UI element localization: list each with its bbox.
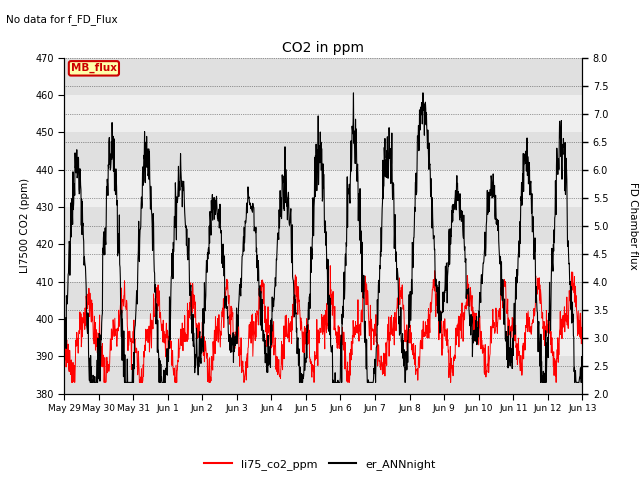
Text: No data for f_FD_Flux: No data for f_FD_Flux: [6, 14, 118, 25]
Bar: [64, 169, 582, 207]
Bar: [64, 58, 582, 95]
Text: MB_flux: MB_flux: [71, 63, 117, 73]
Bar: [64, 207, 582, 244]
Bar: [64, 95, 582, 132]
Y-axis label: FD Chamber flux: FD Chamber flux: [628, 182, 638, 269]
Bar: [64, 132, 582, 169]
Y-axis label: LI7500 CO2 (ppm): LI7500 CO2 (ppm): [20, 178, 29, 273]
Bar: [64, 282, 582, 319]
Legend: li75_co2_ppm, er_ANNnight: li75_co2_ppm, er_ANNnight: [200, 455, 440, 474]
Bar: [64, 319, 582, 356]
Title: CO2 in ppm: CO2 in ppm: [282, 41, 364, 55]
Bar: [64, 356, 582, 394]
Bar: [64, 244, 582, 282]
